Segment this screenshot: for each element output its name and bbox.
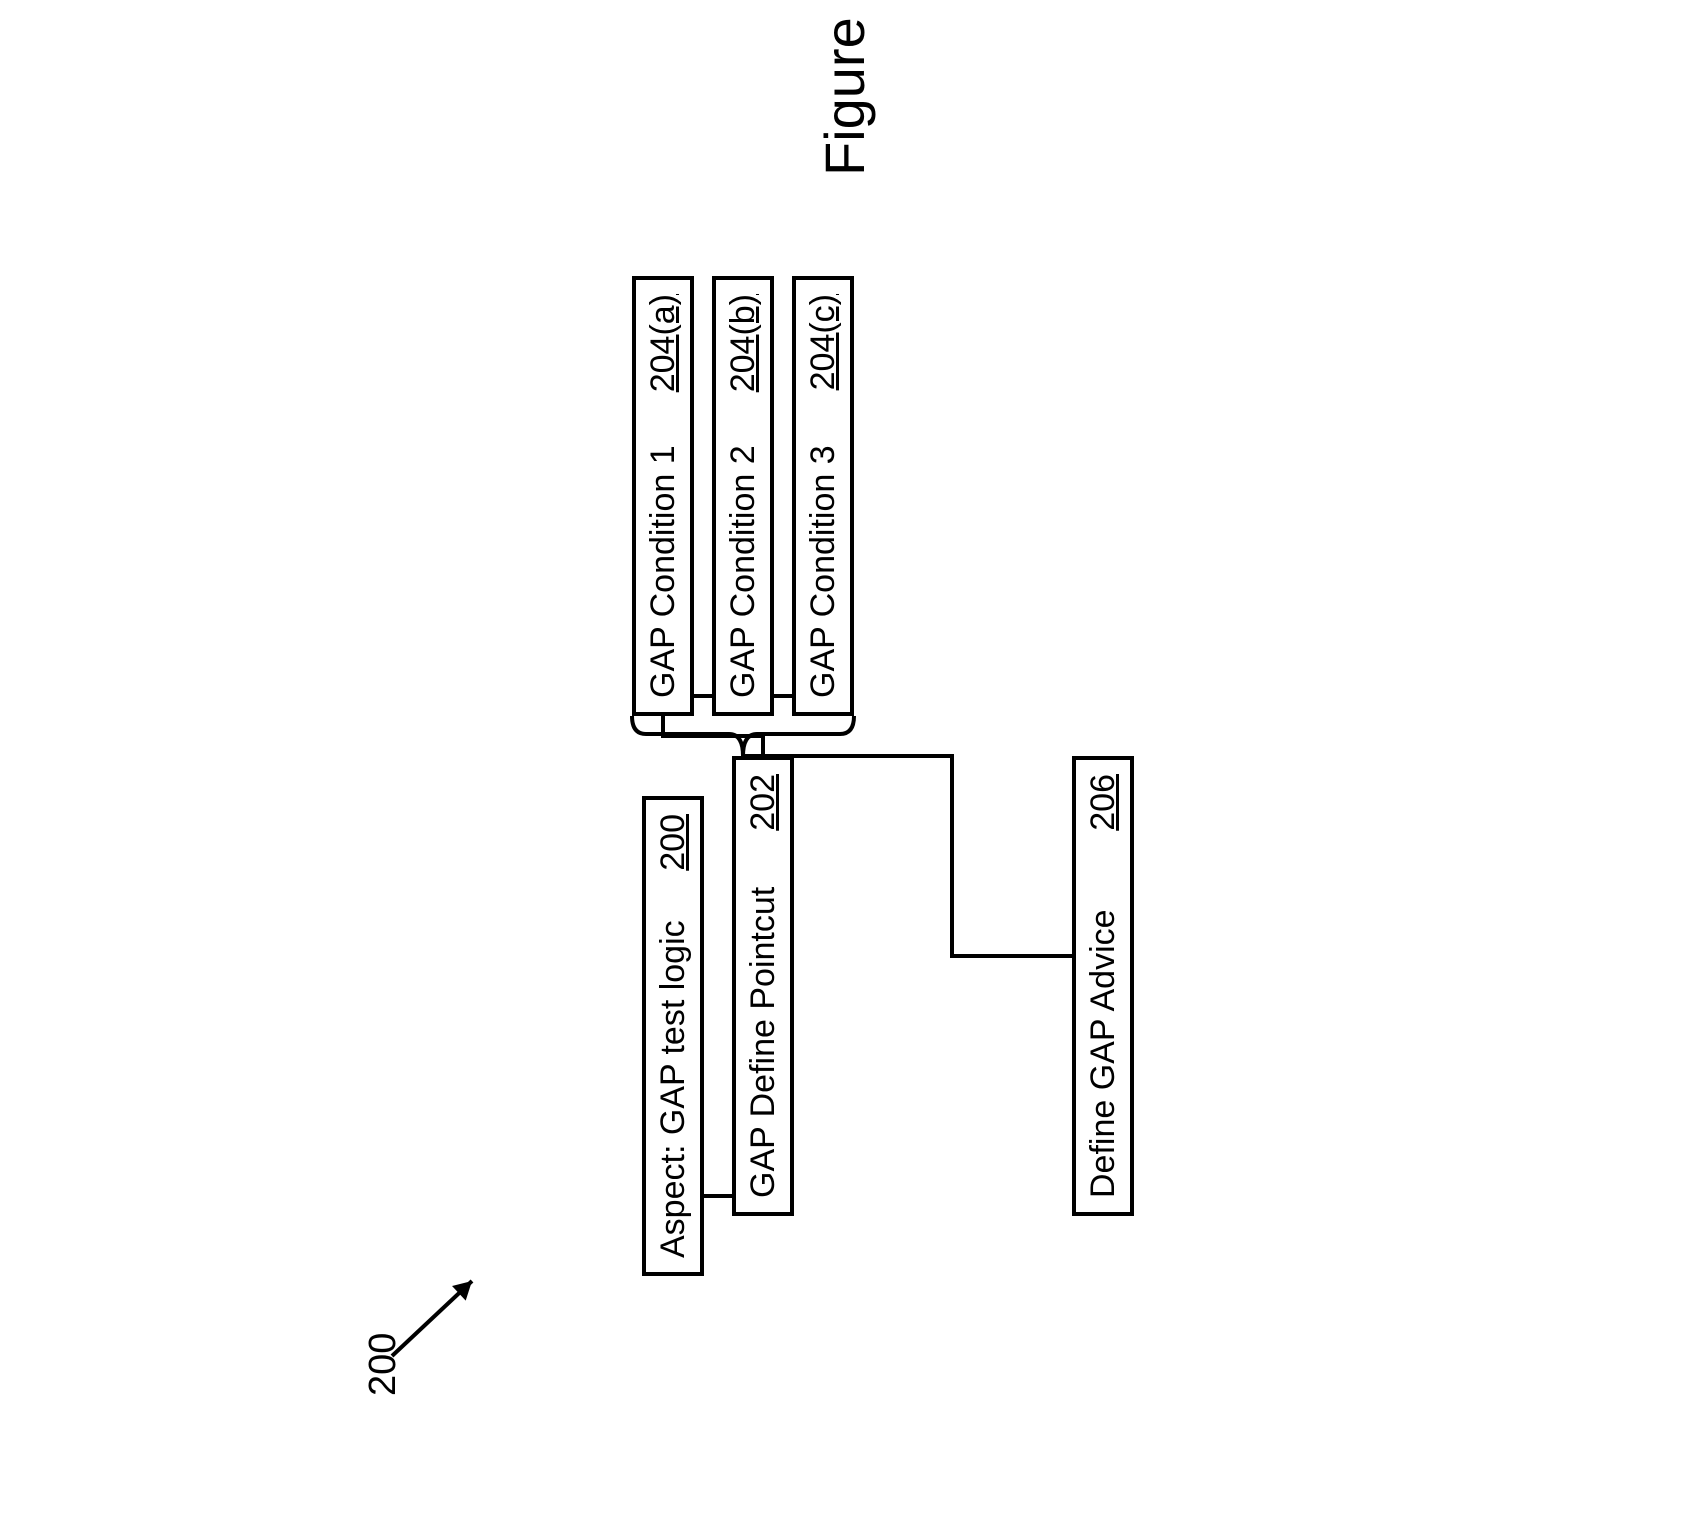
diagram-stage: Aspect: GAP test logic 200 GAP Define Po… — [172, 0, 1516, 1516]
connectors — [172, 0, 1516, 1516]
corner-ref-label: 200 — [362, 1333, 405, 1396]
node-cond1: GAP Condition 1 204(a) — [632, 276, 694, 716]
node-cond1-label: GAP Condition 1 — [644, 420, 683, 698]
node-cond3-ref: 204(c) — [804, 294, 843, 390]
figure-label: Figure 2 — [812, 0, 877, 176]
node-advice: Define GAP Advice 206 — [1072, 756, 1134, 1216]
node-cond2-ref: 204(b) — [724, 294, 763, 392]
node-aspect: Aspect: GAP test logic 200 — [642, 796, 704, 1276]
node-aspect-label: Aspect: GAP test logic — [654, 899, 693, 1258]
node-advice-label: Define GAP Advice — [1084, 859, 1123, 1198]
node-cond2-label: GAP Condition 2 — [724, 420, 763, 698]
node-pointcut-ref: 202 — [744, 774, 783, 831]
node-advice-ref: 206 — [1084, 774, 1123, 831]
node-cond2: GAP Condition 2 204(b) — [712, 276, 774, 716]
node-cond3: GAP Condition 3 204(c) — [792, 276, 854, 716]
node-cond1-ref: 204(a) — [644, 294, 683, 392]
node-pointcut-label: GAP Define Pointcut — [744, 859, 783, 1198]
node-cond3-label: GAP Condition 3 — [804, 418, 843, 698]
node-pointcut: GAP Define Pointcut 202 — [732, 756, 794, 1216]
node-aspect-ref: 200 — [654, 814, 693, 871]
